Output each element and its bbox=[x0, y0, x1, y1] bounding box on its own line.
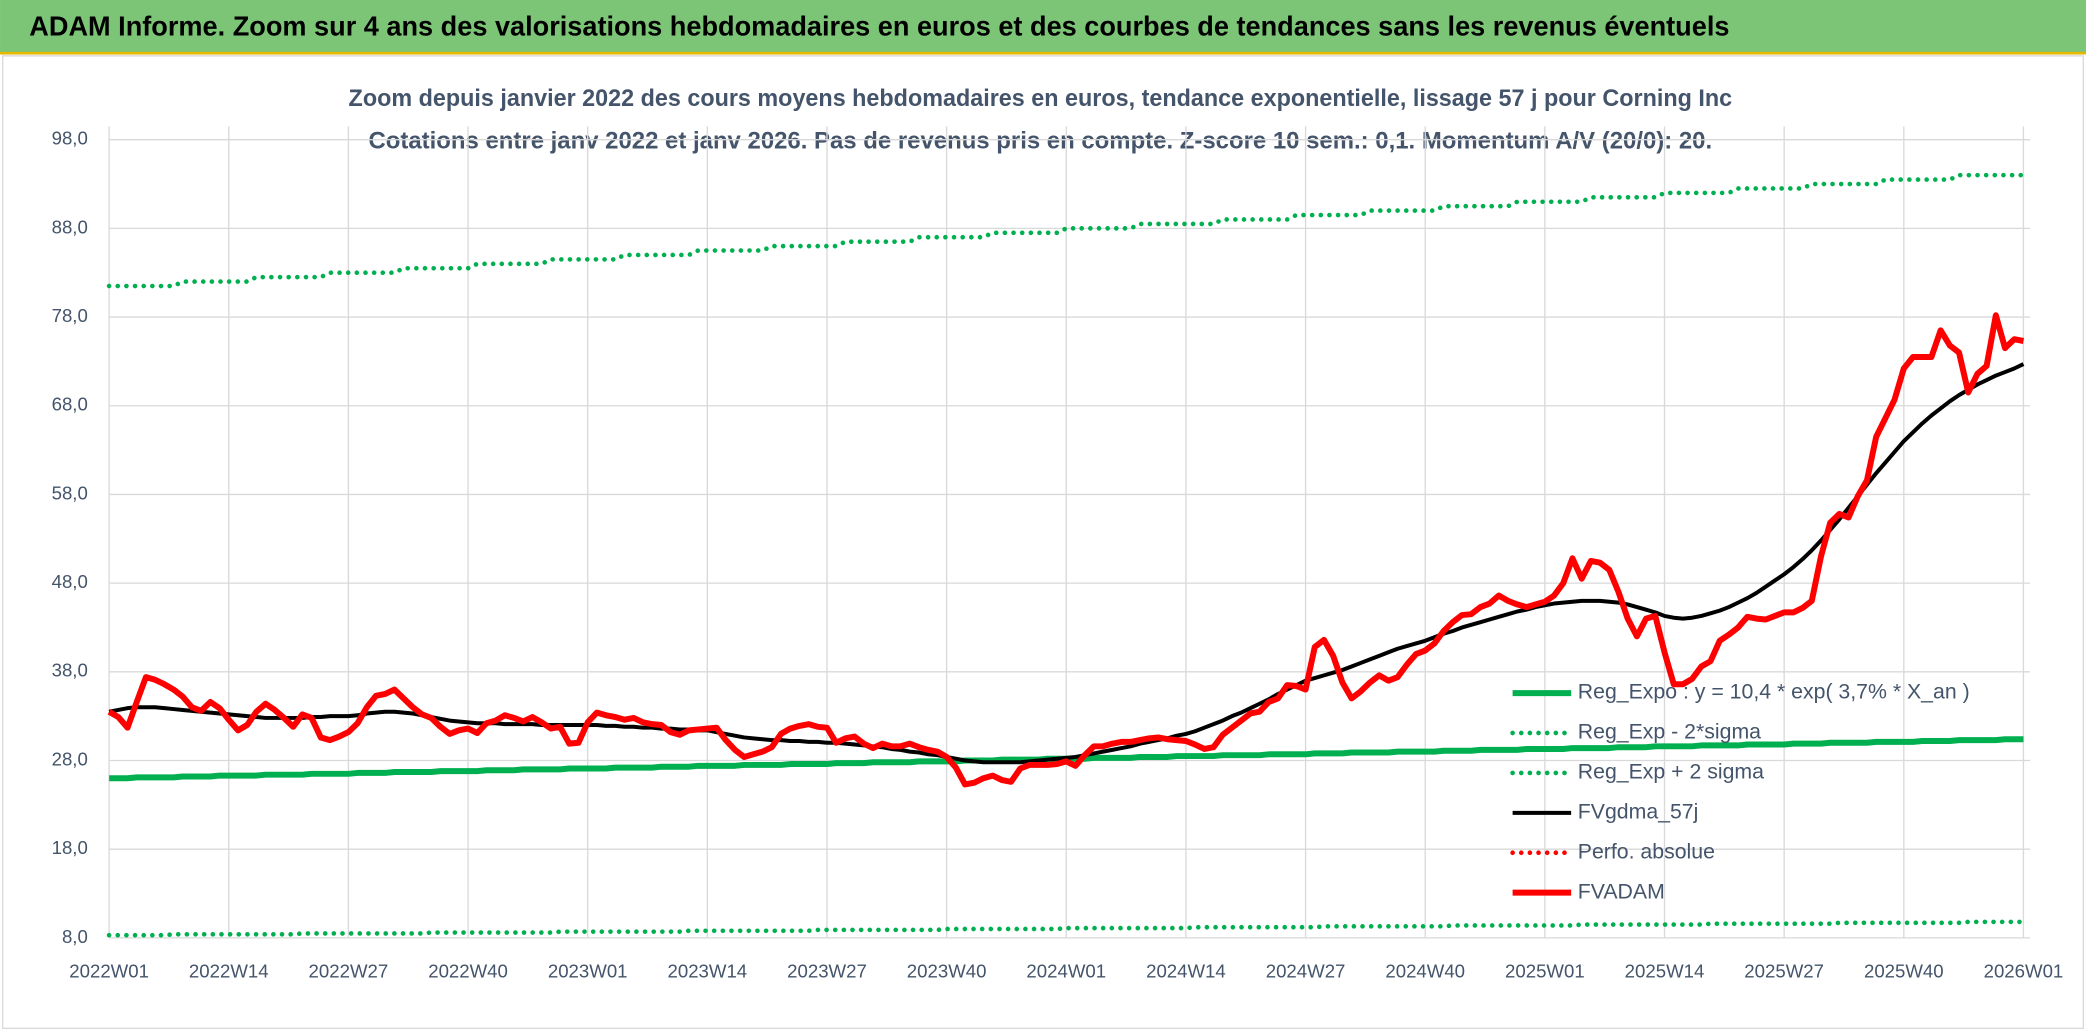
chart-frame bbox=[2, 55, 2084, 1030]
legend-label: Reg_Exp - 2*sigma bbox=[1578, 720, 1761, 744]
y-tick-label: 18,0 bbox=[52, 837, 88, 858]
plot-area bbox=[106, 172, 2026, 938]
legend-label: Reg_Exp + 2 sigma bbox=[1578, 760, 1764, 784]
x-tick-label: 2025W40 bbox=[1864, 960, 1944, 981]
x-tick-label: 2022W14 bbox=[189, 960, 269, 981]
header-bar bbox=[0, 0, 2086, 54]
series-line bbox=[106, 919, 2026, 938]
x-tick-label: 2026W01 bbox=[1984, 960, 2064, 981]
x-tick-label: 2025W27 bbox=[1744, 960, 1824, 981]
x-tick-label: 2024W40 bbox=[1385, 960, 1465, 981]
grid: 8,0 18,0 28,0 38,0 48,0 58,0 68,0 78,0 88,0 98,0 2… bbox=[52, 126, 2064, 981]
x-tick-label: 2024W14 bbox=[1146, 960, 1226, 981]
chart-title: Zoom depuis janvier 2022 des cours moyen… bbox=[349, 85, 1733, 112]
legend-label: FVADAM bbox=[1578, 879, 1665, 903]
x-tick-label: 2025W01 bbox=[1505, 960, 1585, 981]
header-title: ADAM Informe. Zoom sur 4 ans des valoris… bbox=[29, 10, 1729, 41]
x-tick-label: 2023W40 bbox=[907, 960, 987, 981]
x-tick-label: 2023W01 bbox=[548, 960, 628, 981]
y-tick-label: 68,0 bbox=[52, 394, 88, 415]
y-tick-label: 78,0 bbox=[52, 305, 88, 326]
x-tick-label: 2024W27 bbox=[1266, 960, 1346, 981]
y-tick-label: 28,0 bbox=[52, 748, 88, 769]
x-tick-label: 2022W27 bbox=[309, 960, 389, 981]
x-tick-label: 2022W40 bbox=[428, 960, 508, 981]
y-tick-label: 48,0 bbox=[52, 571, 88, 592]
legend-label: Perfo. absolue bbox=[1578, 839, 1715, 863]
legend: Reg_Expo : y = 10,4 * exp( 3,7% * X_an )… bbox=[1510, 680, 1970, 903]
legend-label: Reg_Expo : y = 10,4 * exp( 3,7% * X_an ) bbox=[1578, 680, 1970, 704]
x-tick-label: 2023W14 bbox=[668, 960, 748, 981]
y-tick-label: 58,0 bbox=[52, 482, 88, 503]
y-tick-label: 8,0 bbox=[62, 926, 88, 947]
series-line bbox=[107, 312, 2025, 788]
x-tick-label: 2022W01 bbox=[69, 960, 149, 981]
y-tick-label: 98,0 bbox=[52, 128, 88, 149]
y-tick-label: 88,0 bbox=[52, 216, 88, 237]
series-line bbox=[106, 172, 2026, 289]
x-tick-label: 2024W01 bbox=[1026, 960, 1106, 981]
x-tick-label: 2025W14 bbox=[1625, 960, 1705, 981]
header-rule bbox=[0, 51, 2086, 55]
legend-label: FVgdma_57j bbox=[1578, 799, 1699, 823]
y-tick-label: 38,0 bbox=[52, 660, 88, 681]
x-tick-label: 2023W27 bbox=[787, 960, 867, 981]
chart-subtitle: Cotations entre janv 2022 et janv 2026. … bbox=[369, 128, 1713, 155]
